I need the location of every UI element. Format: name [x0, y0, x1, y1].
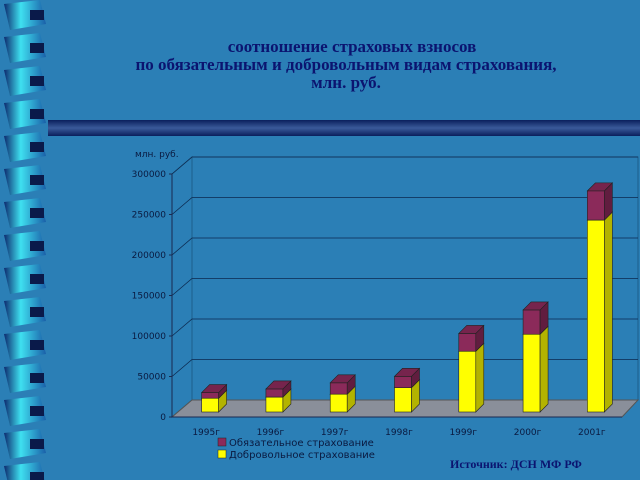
bar-front	[522, 309, 541, 335]
spiral-hole	[30, 43, 44, 53]
x-tick-label: 1996г	[257, 428, 285, 438]
y-tick-label: 200000	[132, 251, 167, 261]
bar-side	[539, 325, 549, 413]
spiral-loop	[4, 132, 46, 162]
bar-top	[329, 374, 356, 384]
bar-front	[394, 376, 412, 388]
bar-segment	[586, 211, 614, 413]
bar-front	[329, 393, 348, 413]
title-line: по обязательным и добровольным видам стр…	[135, 55, 556, 74]
spiral-loop	[4, 33, 46, 63]
y-tick-label: 0	[160, 413, 166, 423]
spiral-loop	[4, 429, 46, 459]
bar-segment	[393, 367, 421, 389]
bar-segment	[265, 380, 292, 398]
spiral-hole	[30, 307, 44, 317]
bar-segment	[522, 301, 549, 335]
spiral-hole	[30, 340, 44, 350]
y-tick-label: 100000	[132, 332, 167, 342]
bar-front	[394, 387, 412, 413]
header-bar	[48, 120, 640, 136]
spiral-hole	[30, 439, 44, 449]
bar-side	[475, 342, 485, 413]
spiral-hole	[30, 109, 44, 119]
bar-front	[522, 333, 541, 413]
binding-decoration	[4, 0, 46, 480]
x-tick-label: 2001г	[578, 428, 606, 438]
grid-line	[171, 278, 638, 296]
spiral-loop	[4, 330, 46, 360]
bar-top	[586, 182, 614, 192]
spiral-hole	[30, 10, 44, 20]
spiral-hole	[30, 406, 44, 416]
y-tick-label: 150000	[132, 292, 167, 302]
spiral-hole	[30, 208, 44, 218]
bar-front	[265, 388, 284, 398]
bar-front	[587, 219, 605, 413]
legend-swatch	[217, 437, 227, 447]
bar-top	[393, 368, 421, 377]
spiral-loop	[4, 297, 46, 327]
bar-segment	[522, 325, 549, 413]
bar-front	[458, 333, 477, 352]
grid-line	[171, 237, 638, 256]
bar-front	[329, 382, 348, 395]
spiral-hole	[30, 76, 44, 86]
y-tick-label: 50000	[137, 373, 166, 383]
spiral-loop	[4, 264, 46, 294]
spiral-loop	[4, 363, 46, 393]
source: Источник: ДСН МФ РФ	[450, 457, 582, 471]
x-tick-label: 2000г	[514, 428, 542, 438]
spiral-loop	[4, 165, 46, 195]
bar-segment	[458, 324, 485, 352]
bar-top	[522, 301, 549, 311]
legend-label: Добровольное страхование	[229, 450, 375, 461]
y-tick-label: 250000	[132, 211, 167, 221]
spiral-loop	[4, 396, 46, 426]
x-tick-label: 1997г	[321, 428, 349, 438]
spiral-loop	[4, 198, 46, 228]
legend-label: Обязательное страхование	[229, 438, 374, 449]
y-axis-label: млн. руб.	[135, 150, 179, 160]
bar-front	[201, 392, 219, 399]
grid-line	[171, 156, 638, 175]
bar-segment	[329, 374, 356, 395]
spiral-loop	[4, 231, 46, 261]
x-tick-label: 1999г	[449, 428, 477, 438]
y-tick-label: 300000	[132, 170, 167, 180]
spiral-hole	[30, 274, 44, 284]
spiral-loop	[4, 66, 46, 96]
bar-segment	[200, 383, 228, 399]
bar-front	[201, 397, 219, 413]
spiral-loop	[4, 99, 46, 129]
title-line: млн. руб.	[311, 73, 381, 92]
bar-front	[587, 190, 605, 221]
bar-side	[604, 211, 613, 413]
legend-swatch	[217, 449, 227, 459]
chart: 0 50000 100000 150000 200000 250000 300000 1995…	[132, 155, 640, 461]
bar-top	[200, 384, 228, 393]
x-tick-label: 1995г	[192, 428, 220, 438]
bar-segment	[586, 182, 614, 221]
grid-line	[171, 318, 638, 337]
bar-segment	[458, 342, 485, 413]
bar-top	[265, 380, 292, 390]
bar-top	[458, 325, 485, 334]
x-tick-label: 1998г	[385, 428, 413, 438]
spiral-hole	[30, 472, 44, 480]
grid-line	[171, 359, 638, 377]
spiral-loop	[4, 0, 46, 30]
bar-front	[265, 396, 284, 413]
grid-line	[171, 197, 638, 215]
spiral-hole	[30, 241, 44, 251]
title-line: соотношение страховых взносов	[228, 37, 477, 56]
spiral-hole	[30, 373, 44, 383]
bar-front	[458, 350, 477, 413]
spiral-hole	[30, 142, 44, 152]
spiral-hole	[30, 175, 44, 185]
